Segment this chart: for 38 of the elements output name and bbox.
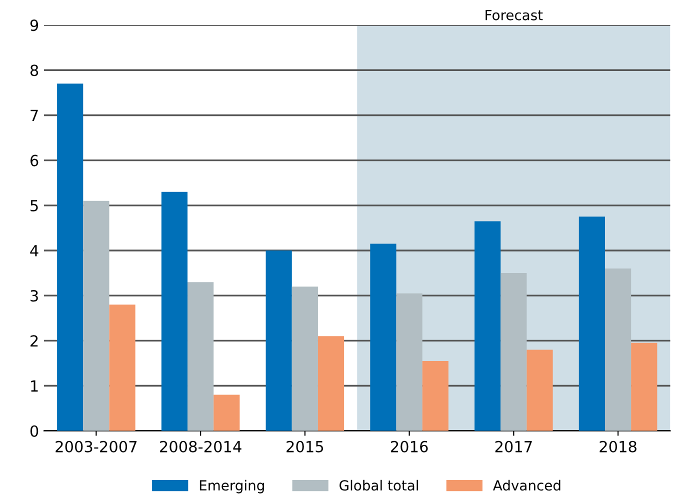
bar: [370, 244, 396, 431]
bar: [161, 192, 188, 431]
y-tick-label: 8: [30, 64, 38, 76]
x-tick-label: 2015: [286, 440, 324, 452]
bar: [266, 250, 292, 431]
band-label: Forecast: [486, 10, 543, 20]
y-tick-label: 7: [30, 110, 38, 122]
x-tick-label: 2003-2007: [56, 440, 137, 452]
y-tick-label: 5: [30, 200, 38, 212]
x-tick-label: 2018: [600, 440, 636, 452]
y-tick-label: 2: [30, 335, 38, 346]
bar: [605, 268, 632, 431]
y-tick-label: 3: [30, 290, 38, 302]
legend-label: Global total: [340, 480, 418, 491]
bar: [631, 342, 658, 431]
bar: [474, 221, 501, 431]
bar: [292, 286, 318, 431]
bar: [526, 350, 553, 431]
y-tick-label: 1: [31, 380, 38, 392]
bar: [57, 84, 84, 431]
bar: [83, 200, 110, 431]
y-tick-label: 9: [30, 20, 38, 32]
y-tick-label: 4: [30, 245, 38, 256]
bar: [188, 282, 214, 431]
x-tick-label: 2017: [495, 440, 532, 452]
y-tick-label: 6: [30, 154, 38, 166]
bar: [500, 273, 527, 431]
x-tick-label: 2008-2014: [160, 440, 242, 452]
x-tick-label: 2016: [390, 440, 428, 452]
bar: [318, 336, 344, 431]
bar: [422, 360, 448, 431]
bar: [396, 293, 422, 431]
legend-label: Emerging: [200, 480, 264, 494]
bar: [578, 216, 605, 431]
bar: [214, 394, 240, 431]
y-tick-label: 0: [30, 425, 38, 437]
bar: [109, 304, 136, 431]
legend-label: Advanced: [492, 480, 560, 491]
